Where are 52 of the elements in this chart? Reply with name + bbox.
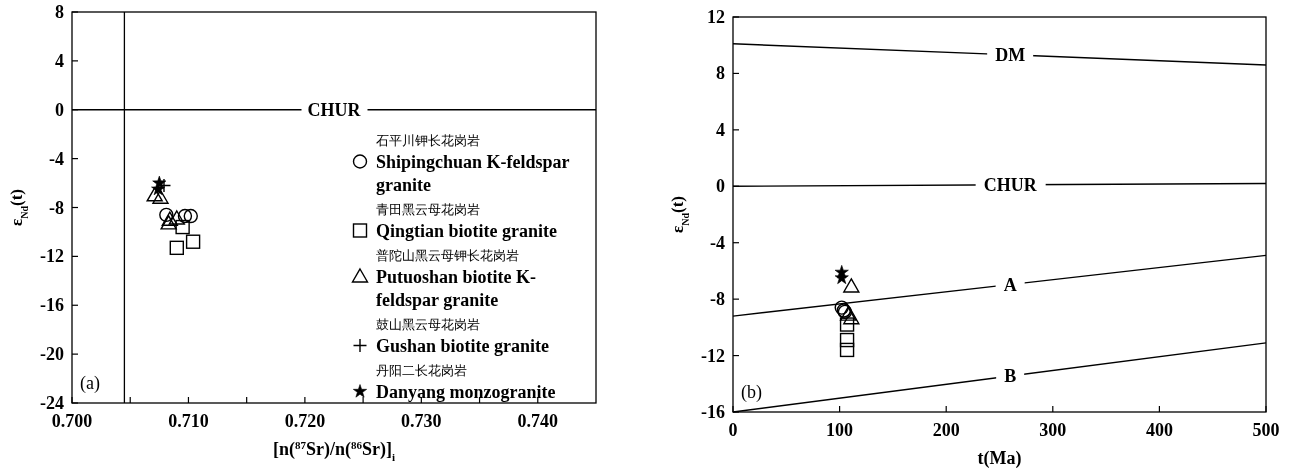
series-label: CHUR (983, 174, 1038, 195)
point (169, 240, 184, 256)
y-tick-label: -8 (49, 197, 64, 218)
annotation: (b) (741, 382, 762, 403)
ref-line-label: CHUR (307, 99, 362, 120)
y-tick-label: -24 (40, 393, 64, 413)
series-label: A (1003, 274, 1017, 295)
x-tick-label: 0.700 (51, 411, 93, 431)
legend-label: 石平川钾长花岗岩 Shipingchuan K-feldspar granite (376, 132, 570, 195)
point (152, 189, 169, 204)
point (161, 211, 179, 226)
point (185, 234, 201, 249)
point (168, 210, 185, 225)
point (146, 187, 163, 202)
point (177, 208, 193, 224)
x-axis-title: [n($^{87}$Sr)/n($^{86}$Sr)]$_{i}$ (272, 439, 396, 463)
y-tick-label: -16 (701, 402, 725, 422)
y-tick-label: -4 (710, 232, 725, 253)
x-tick-label: 0.740 (517, 411, 559, 431)
annotation: (a) (80, 373, 100, 394)
y-tick-label: -8 (710, 289, 725, 310)
y-tick-label: 4 (716, 119, 725, 140)
legend-label: 普陀山黑云母钾长花岗岩 Putuoshan biotite K-feldspar granite (376, 247, 537, 310)
x-tick-label: 300 (1039, 420, 1067, 440)
y-tick-label: 0 (55, 99, 64, 120)
legend-label: 丹阳二长花岗岩 Danyang monzogranite (376, 362, 556, 402)
x-tick-label: 100 (826, 420, 854, 440)
y-tick-label: 12 (707, 7, 725, 27)
point (175, 219, 190, 235)
x-axis-title: t(Ma) (977, 448, 1022, 469)
series-label: B (1004, 366, 1017, 387)
y-tick-label: -20 (40, 344, 64, 365)
y-tick-label: -12 (701, 345, 725, 366)
series-label: DM (995, 44, 1026, 65)
y-tick-label: -4 (49, 148, 64, 169)
y-tick-label: 8 (55, 2, 64, 22)
x-tick-label: 0.730 (401, 411, 442, 431)
y-tick-label: 0 (716, 176, 725, 197)
legend-label: 青田黑云母花岗岩 Qingtian biotite granite (376, 201, 557, 241)
x-tick-label: 400 (1145, 420, 1173, 440)
y-tick-label: 4 (55, 50, 64, 71)
y-tick-label: -12 (40, 246, 64, 267)
point (183, 208, 198, 224)
y-tick-label: -16 (40, 295, 64, 316)
y-tick-label: 8 (716, 63, 725, 84)
point (160, 215, 177, 230)
x-tick-label: 0.720 (284, 411, 326, 431)
x-tick-label: 200 (932, 420, 960, 440)
x-tick-label: 500 (1252, 420, 1280, 440)
point (159, 207, 174, 223)
x-tick-label: 0.710 (168, 411, 209, 431)
legend-label: 鼓山黑云母花岗岩 Gushan biotite granite (376, 316, 550, 356)
